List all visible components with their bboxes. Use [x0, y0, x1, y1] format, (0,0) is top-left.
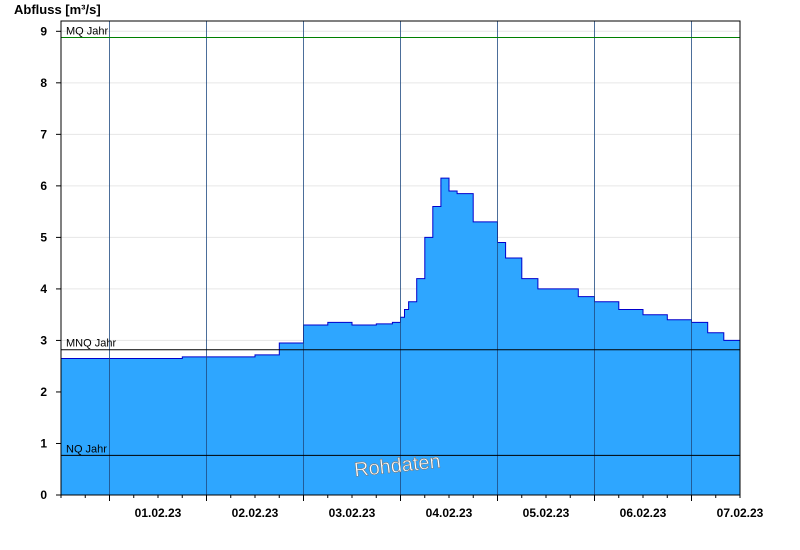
x-tick-label: 07.02.23	[717, 506, 764, 520]
reference-lines: MQ Jahr MNQ Jahr NQ Jahr	[61, 25, 740, 456]
y-tick-label: 8	[40, 76, 47, 90]
y-tick-label: 2	[40, 385, 47, 399]
y-tick-label: 6	[40, 179, 47, 193]
reference-line-label: MNQ Jahr	[66, 338, 116, 350]
y-tick-label: 9	[40, 24, 47, 38]
x-axis: 01.02.23 02.02.23 03.02.23 04.02.23 05.02.23…	[60, 495, 764, 520]
y-tick-label: 0	[40, 488, 47, 502]
x-tick-label: 04.02.23	[426, 506, 473, 520]
y-axis-label: Abfluss [m³/s]	[14, 2, 101, 17]
y-tick-label: 4	[40, 282, 47, 296]
x-tick-label: 02.02.23	[232, 506, 279, 520]
y-tick-label: 5	[40, 230, 47, 244]
reference-line-label: NQ Jahr	[66, 443, 107, 455]
x-tick-label: 03.02.23	[329, 506, 376, 520]
discharge-line	[61, 177, 741, 359]
y-tick-label: 7	[40, 127, 47, 141]
reference-line-label: MQ Jahr	[66, 25, 109, 37]
y-tick-label: 3	[40, 333, 47, 347]
x-tick-label: 01.02.23	[135, 506, 182, 520]
day-separators	[109, 21, 692, 495]
x-tick-label: 05.02.23	[523, 506, 570, 520]
y-axis: 0 1 2 3 4 5 6 7 8 9	[40, 24, 61, 502]
x-tick-label: 06.02.23	[620, 506, 667, 520]
y-tick-label: 1	[40, 436, 47, 450]
